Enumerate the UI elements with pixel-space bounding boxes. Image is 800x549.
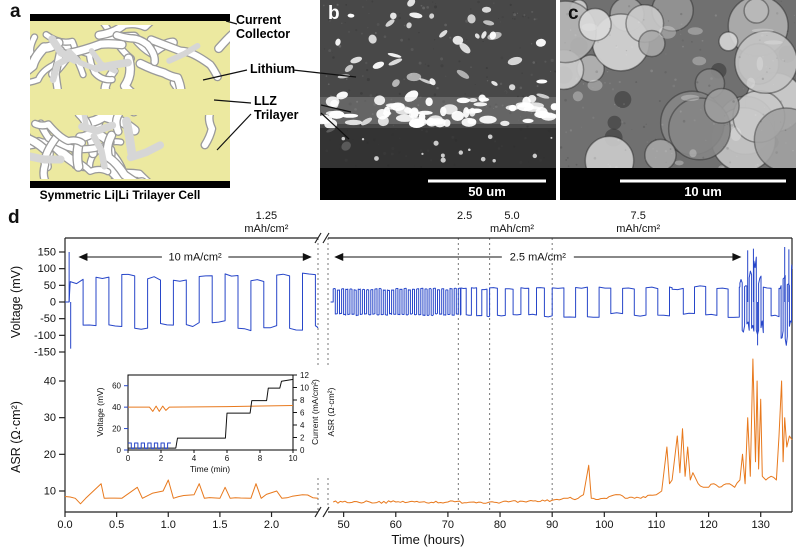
cell-caption: Symmetric Li|Li Trilayer Cell: [39, 188, 201, 202]
svg-text:0: 0: [126, 454, 131, 463]
svg-text:100: 100: [38, 263, 56, 275]
svg-text:90: 90: [546, 519, 558, 531]
panel-label-d: d: [8, 207, 20, 228]
panel-c: [560, 0, 796, 200]
svg-text:150: 150: [38, 247, 56, 259]
svg-text:-50: -50: [40, 313, 56, 325]
svg-text:4: 4: [300, 421, 305, 430]
svg-text:0: 0: [50, 297, 56, 309]
svg-text:0: 0: [300, 446, 305, 455]
svg-text:2.0: 2.0: [264, 519, 279, 531]
svg-text:1.5: 1.5: [212, 519, 227, 531]
svg-text:80: 80: [494, 519, 506, 531]
svg-text:10: 10: [289, 454, 298, 463]
svg-text:Current (mA/cm²): Current (mA/cm²): [310, 379, 320, 445]
svg-text:Time (min): Time (min): [190, 464, 230, 474]
svg-text:mAh/cm²: mAh/cm²: [616, 223, 660, 235]
svg-text:7.5: 7.5: [631, 210, 646, 222]
svg-text:4: 4: [192, 454, 197, 463]
svg-text:2: 2: [300, 433, 305, 442]
scale-bar-label-c: 10 um: [684, 184, 722, 199]
svg-text:60: 60: [112, 382, 121, 391]
svg-text:Time (hours): Time (hours): [391, 532, 464, 547]
svg-text:60: 60: [390, 519, 402, 531]
svg-text:40: 40: [112, 403, 121, 412]
svg-text:ASR (Ω·cm²): ASR (Ω·cm²): [9, 401, 23, 473]
svg-text:mAh/cm²: mAh/cm²: [490, 223, 534, 235]
svg-text:2.5 mA/cm²: 2.5 mA/cm²: [510, 252, 567, 264]
svg-text:1.0: 1.0: [161, 519, 176, 531]
svg-text:8: 8: [300, 396, 305, 405]
svg-text:Voltage (mV): Voltage (mV): [9, 266, 23, 338]
svg-text:10: 10: [44, 486, 56, 498]
svg-text:100: 100: [595, 519, 613, 531]
svg-text:110: 110: [648, 519, 666, 531]
svg-text:30: 30: [44, 412, 56, 424]
svg-text:2.5: 2.5: [457, 210, 472, 222]
svg-text:-100: -100: [34, 330, 56, 342]
svg-text:20: 20: [44, 449, 56, 461]
svg-text:mAh/cm²: mAh/cm²: [244, 223, 288, 235]
svg-text:Voltage (mV): Voltage (mV): [95, 387, 105, 436]
svg-text:70: 70: [442, 519, 454, 531]
svg-text:10: 10: [300, 383, 309, 392]
panel-label-a: a: [10, 1, 21, 22]
svg-text:12: 12: [300, 371, 309, 380]
svg-text:0.5: 0.5: [109, 519, 124, 531]
svg-text:10 mA/cm²: 10 mA/cm²: [169, 252, 223, 264]
svg-text:1.25: 1.25: [256, 210, 277, 222]
panel-b: [320, 0, 556, 200]
scale-bar-label-b: 50 um: [468, 184, 506, 199]
lithium-label: Lithium: [250, 62, 296, 76]
svg-text:6: 6: [300, 408, 305, 417]
panel-a: a Symmetric Li|Li Trilayer Cell: [8, 0, 232, 205]
svg-text:5.0: 5.0: [504, 210, 519, 222]
svg-text:8: 8: [258, 454, 263, 463]
svg-text:40: 40: [44, 376, 56, 388]
trilayer-cell-schematic: [30, 14, 230, 188]
svg-text:50: 50: [338, 519, 350, 531]
svg-text:ASR (Ω·cm²): ASR (Ω·cm²): [326, 387, 336, 436]
svg-text:2: 2: [159, 454, 164, 463]
panel-label-b: b: [328, 3, 340, 24]
llz-trilayer-label: LLZ Trilayer: [254, 94, 299, 122]
svg-text:0: 0: [117, 446, 122, 455]
svg-text:50: 50: [44, 280, 56, 292]
panel-label-c: c: [568, 3, 579, 24]
svg-text:6: 6: [225, 454, 230, 463]
current-collector-label: Current Collector: [236, 13, 291, 41]
sem-image-cross-section: [320, 0, 556, 200]
svg-text:130: 130: [752, 519, 770, 531]
svg-text:120: 120: [699, 519, 717, 531]
svg-text:0.0: 0.0: [57, 519, 72, 531]
svg-text:20: 20: [112, 424, 121, 433]
svg-text:-150: -150: [34, 347, 56, 359]
sem-image-closeup: [560, 0, 796, 200]
